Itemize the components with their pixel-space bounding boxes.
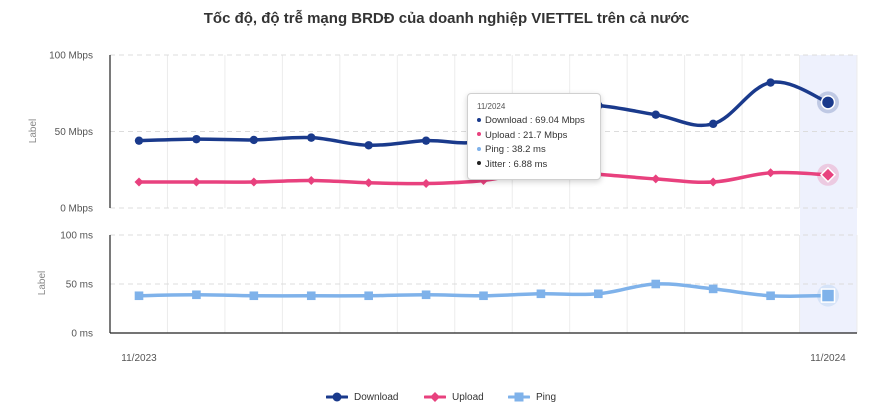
data-point-ping <box>820 288 836 303</box>
data-point-download <box>766 78 775 87</box>
data-point-download <box>364 141 373 150</box>
hover-tooltip: 11/2024 Download : 69.04 Mbps Upload : 2… <box>467 93 601 180</box>
data-point-download <box>249 135 259 145</box>
tooltip-row-ping: Ping : 38.2 ms <box>477 143 592 158</box>
data-point-download <box>651 110 660 119</box>
data-point-upload <box>191 177 201 187</box>
data-point-ping <box>708 284 718 294</box>
data-point-download <box>421 136 431 145</box>
data-point-download <box>134 136 144 145</box>
tooltip-row-jitter: Jitter : 6.88 ms <box>477 158 592 173</box>
tooltip-row-upload: Upload : 21.7 Mbps <box>477 129 592 144</box>
data-point-upload <box>819 166 837 183</box>
data-point-upload <box>249 177 259 187</box>
x-tick-label: 11/2024 <box>810 353 846 364</box>
legend-item-download[interactable]: Download <box>326 389 398 405</box>
data-point-upload <box>708 177 718 187</box>
tooltip-text-jitter: Jitter : 6.88 ms <box>485 158 548 170</box>
data-point-upload <box>134 177 144 187</box>
data-point-ping <box>651 279 661 289</box>
tooltip-text-upload: Upload : 21.7 Mbps <box>485 129 568 141</box>
y-tick-label: 100 ms <box>60 231 93 242</box>
data-point-upload <box>766 168 776 178</box>
data-point-ping <box>192 290 201 300</box>
data-point-download <box>708 119 718 129</box>
x-tick-label: 11/2023 <box>121 353 157 364</box>
data-point-upload <box>364 178 374 188</box>
tooltip-dot-download <box>477 117 481 122</box>
data-point-download <box>192 134 201 144</box>
y-tick-label: 0 Mbps <box>60 204 93 215</box>
axes-layer: 0 Mbps 50 Mbps 100 Mbps Label 0 ms 50 ms 100 m… <box>28 51 857 364</box>
tooltip-dot-jitter <box>477 161 481 166</box>
tooltip-text-ping: Ping : 38.2 ms <box>485 144 546 155</box>
data-point-upload <box>651 174 661 184</box>
data-point-upload <box>306 175 316 185</box>
y-tick-label: 100 Mbps <box>49 51 93 62</box>
tooltip-header: 11/2024 <box>477 102 506 111</box>
legend-label-ping: Ping <box>536 391 557 403</box>
data-point-ping <box>766 291 775 301</box>
data-point-ping <box>249 291 259 301</box>
legend-marker-download <box>326 392 348 402</box>
data-point-ping <box>364 291 373 301</box>
data-point-download <box>307 133 316 142</box>
chart-canvas: 0 Mbps 50 Mbps 100 Mbps Label 0 ms 50 ms 100 m… <box>28 51 858 364</box>
chart-title: Tốc độ, độ trễ mạng BRDĐ của doanh nghiệ… <box>203 10 690 27</box>
data-point-ping <box>479 291 488 301</box>
legend-item-upload[interactable]: Upload <box>424 389 484 405</box>
y-axis-label: Label <box>28 119 39 143</box>
data-point-ping <box>421 290 431 300</box>
y-tick-label: 50 Mbps <box>55 127 93 138</box>
tooltip-row-download: Download : 69.04 Mbps <box>477 114 592 129</box>
tooltip-dot-upload <box>477 132 481 137</box>
y-tick-label: 50 ms <box>66 280 93 291</box>
y-axis-label: Label <box>37 271 48 295</box>
chart-legend: Download Upload Ping <box>0 389 893 405</box>
data-point-ping <box>306 291 316 301</box>
data-point-upload <box>421 179 431 189</box>
data-point-ping <box>594 289 603 299</box>
tooltip-dot-ping <box>477 146 481 151</box>
data-point-download <box>820 95 836 110</box>
legend-label-upload: Upload <box>452 391 484 403</box>
legend-item-ping[interactable]: Ping <box>508 389 556 405</box>
legend-label-download: Download <box>354 391 399 403</box>
legend-marker-upload <box>424 392 446 402</box>
y-tick-label: 0 ms <box>71 329 93 340</box>
data-point-ping <box>536 289 546 299</box>
legend-marker-ping <box>508 392 530 402</box>
tooltip-text-download: Download : 69.04 Mbps <box>485 115 585 126</box>
data-point-ping <box>134 291 144 301</box>
